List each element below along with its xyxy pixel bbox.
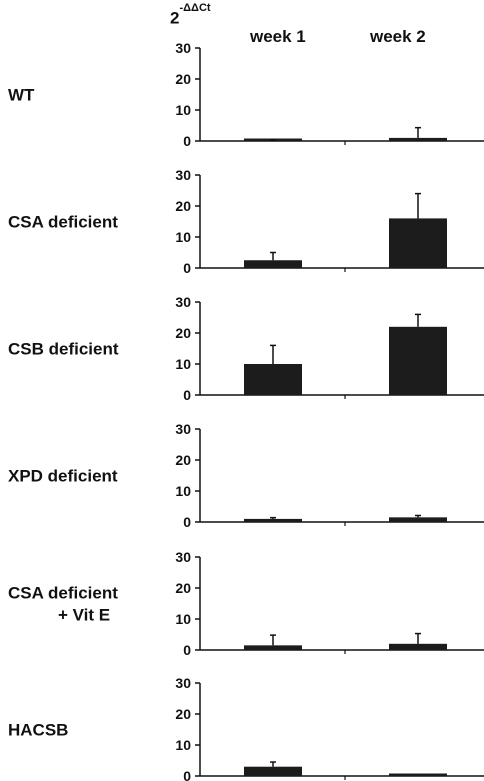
panel-5-y-tick-label: 0 xyxy=(183,642,191,658)
panel-5-bar-1 xyxy=(244,645,302,650)
panel-5-title-line-2: + Vit E xyxy=(58,606,110,625)
panel-4-y-tick-label: 30 xyxy=(175,421,191,437)
panel-3-y-tick-label: 30 xyxy=(175,294,191,310)
panel-6-bar-2 xyxy=(389,773,447,776)
panel-3-bar-1 xyxy=(244,364,302,395)
panel-4-title: XPD deficient xyxy=(8,467,118,486)
panel-4-y-tick-label: 10 xyxy=(175,483,191,499)
panel-5-y-tick-label: 10 xyxy=(175,611,191,627)
column-header-week2: week 2 xyxy=(370,27,426,46)
panel-1-bar-2 xyxy=(389,137,447,141)
panel-5-bar-2 xyxy=(389,643,447,650)
panel-4-bar-1 xyxy=(244,518,302,522)
panel-6-title: HACSB xyxy=(8,721,68,740)
panel-6-y-tick-label: 20 xyxy=(175,706,191,722)
y-axis-label: 2-ΔΔCt xyxy=(170,2,211,29)
panel-5-y-tick-label: 20 xyxy=(175,580,191,596)
panel-5-title-line-1: CSA deficient xyxy=(8,584,118,603)
panel-2-bar-2 xyxy=(389,218,447,268)
panel-1-y-tick-label: 20 xyxy=(175,71,191,87)
panel-1-y-tick-label: 10 xyxy=(175,102,191,118)
column-header-week1: week 1 xyxy=(250,27,306,46)
y-axis-label-exponent: -ΔΔCt xyxy=(179,2,211,14)
panel-2-y-tick-label: 20 xyxy=(175,198,191,214)
panel-6-y-tick-label: 0 xyxy=(183,768,191,781)
panel-3-y-tick-label: 10 xyxy=(175,356,191,372)
panel-3-y-tick-label: 20 xyxy=(175,325,191,341)
panel-2-title: CSA deficient xyxy=(8,213,118,232)
panel-2-y-tick-label: 10 xyxy=(175,229,191,245)
panel-3-title: CSB deficient xyxy=(8,340,119,359)
panel-4-y-tick-label: 20 xyxy=(175,452,191,468)
panel-6-y-tick-label: 10 xyxy=(175,737,191,753)
panel-1-title: WT xyxy=(8,86,35,105)
y-axis-label-base: 2 xyxy=(170,8,180,28)
panel-6-y-tick-label: 30 xyxy=(175,675,191,691)
panel-2-y-tick-label: 0 xyxy=(183,260,191,276)
panel-3-y-tick-label: 0 xyxy=(183,387,191,403)
panel-2-bar-1 xyxy=(244,260,302,268)
panel-1-y-tick-label: 30 xyxy=(175,40,191,56)
panel-3-bar-2 xyxy=(389,326,447,395)
panel-4-bar-2 xyxy=(389,517,447,522)
panel-4-y-tick-label: 0 xyxy=(183,514,191,530)
panel-1-y-tick-label: 0 xyxy=(183,133,191,149)
panel-5-y-tick-label: 30 xyxy=(175,549,191,565)
panel-2-y-tick-label: 30 xyxy=(175,167,191,183)
panel-6-bar-1 xyxy=(244,766,302,776)
